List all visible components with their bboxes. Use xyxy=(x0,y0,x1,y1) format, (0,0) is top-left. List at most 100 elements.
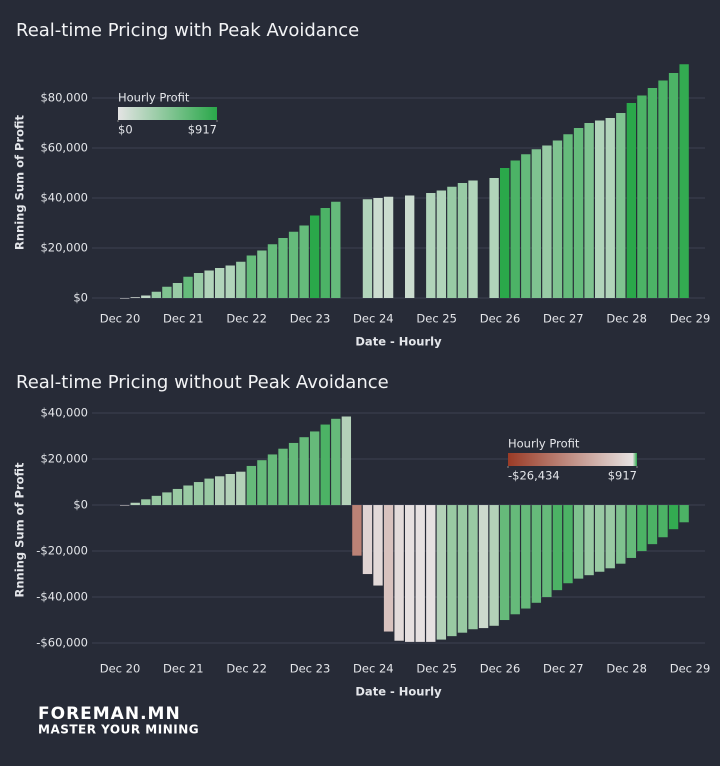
bar xyxy=(436,190,447,298)
bar xyxy=(257,250,267,298)
x-tick-label: Dec 29 xyxy=(670,662,711,676)
bar xyxy=(130,502,140,506)
x-tick-label: Dec 26 xyxy=(480,312,521,326)
bar xyxy=(151,495,162,506)
bar xyxy=(584,123,594,298)
bar xyxy=(267,244,278,298)
bar xyxy=(310,215,320,298)
bar xyxy=(204,270,214,298)
y-tick-label: -$20,000 xyxy=(36,544,88,558)
bar xyxy=(225,265,235,298)
y-axis-title: Rnning Sum of Profit xyxy=(13,462,27,597)
bar xyxy=(457,183,468,298)
x-tick-label: Dec 24 xyxy=(353,662,394,676)
bar xyxy=(373,505,383,586)
bar xyxy=(141,295,151,298)
bar xyxy=(288,231,299,298)
x-tick-label: Dec 29 xyxy=(670,312,711,326)
bar xyxy=(647,505,658,545)
bar xyxy=(552,505,563,591)
bar xyxy=(183,485,193,506)
bar xyxy=(658,80,668,298)
y-axis-title: Rnning Sum of Profit xyxy=(13,115,27,250)
x-tick-label: Dec 26 xyxy=(480,662,521,676)
bar xyxy=(215,268,225,298)
x-tick-label: Dec 21 xyxy=(163,312,204,326)
x-tick-label: Dec 28 xyxy=(606,662,647,676)
bar xyxy=(373,198,383,298)
bar xyxy=(341,416,352,506)
bar xyxy=(668,505,679,530)
colorbar-title: Hourly Profit xyxy=(118,91,190,105)
bar xyxy=(257,460,267,506)
bar xyxy=(616,113,626,298)
bar xyxy=(120,505,130,506)
bar xyxy=(151,291,162,298)
bar xyxy=(162,492,172,506)
x-tick-label: Dec 27 xyxy=(543,662,584,676)
bar xyxy=(362,199,373,298)
bar xyxy=(415,505,425,642)
bar xyxy=(299,225,309,298)
bar xyxy=(616,505,626,564)
bar xyxy=(267,454,278,506)
bar xyxy=(162,286,172,298)
bar xyxy=(521,505,531,609)
bar xyxy=(405,195,415,298)
y-tick-label: $80,000 xyxy=(40,91,88,105)
bar xyxy=(320,208,330,298)
bar xyxy=(130,297,140,298)
y-tick-label: $0 xyxy=(73,291,88,305)
bar xyxy=(605,118,615,298)
x-tick-label: Dec 23 xyxy=(290,662,331,676)
bar xyxy=(320,424,330,506)
bar xyxy=(246,255,257,298)
bar xyxy=(362,505,373,575)
bar xyxy=(278,238,288,298)
bar xyxy=(510,505,520,615)
bar xyxy=(510,160,520,298)
bar xyxy=(468,505,478,630)
chart-title: Real-time Pricing without Peak Avoidance xyxy=(16,372,389,393)
bar xyxy=(383,505,394,632)
colorbar xyxy=(118,107,217,120)
bar xyxy=(405,505,415,642)
x-tick-label: Dec 27 xyxy=(543,312,584,326)
bar xyxy=(193,482,204,506)
x-tick-label: Dec 25 xyxy=(416,662,457,676)
bar xyxy=(183,276,193,298)
bar xyxy=(141,499,151,506)
y-tick-label: -$60,000 xyxy=(36,636,88,650)
bar xyxy=(278,448,288,506)
colorbar-tick-label: $917 xyxy=(608,469,637,483)
bar xyxy=(573,128,584,298)
bar xyxy=(679,505,689,523)
bar xyxy=(468,180,478,298)
bar xyxy=(447,186,457,298)
bar xyxy=(299,437,309,506)
bar xyxy=(595,505,605,572)
y-tick-label: -$40,000 xyxy=(36,590,88,604)
bar xyxy=(447,505,457,637)
bar xyxy=(531,505,542,603)
x-tick-label: Dec 22 xyxy=(226,312,267,326)
x-tick-label: Dec 22 xyxy=(226,662,267,676)
bar xyxy=(236,471,246,506)
bar xyxy=(426,193,436,298)
bar xyxy=(489,178,499,298)
y-tick-label: $40,000 xyxy=(40,191,88,205)
bar xyxy=(500,168,510,298)
colorbar xyxy=(508,453,637,466)
bar xyxy=(489,505,499,626)
bar xyxy=(383,196,394,298)
bar xyxy=(531,149,542,298)
bar xyxy=(331,201,341,298)
x-axis-title: Date - Hourly xyxy=(355,335,442,349)
bar xyxy=(595,120,605,298)
bar xyxy=(310,431,320,506)
bar xyxy=(584,505,594,576)
colorbar-tick-label: -$26,434 xyxy=(508,469,560,483)
bar xyxy=(605,505,615,569)
y-tick-label: $0 xyxy=(73,498,88,512)
